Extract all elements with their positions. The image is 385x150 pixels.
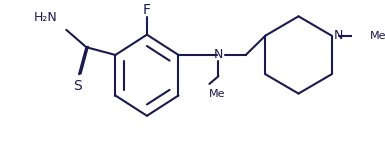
Text: N: N — [214, 48, 223, 62]
Text: N: N — [333, 29, 343, 42]
Text: Me: Me — [370, 31, 385, 41]
Text: S: S — [73, 79, 82, 93]
Text: F: F — [143, 3, 151, 16]
Text: H₂N: H₂N — [33, 11, 57, 24]
Text: Me: Me — [208, 88, 225, 99]
